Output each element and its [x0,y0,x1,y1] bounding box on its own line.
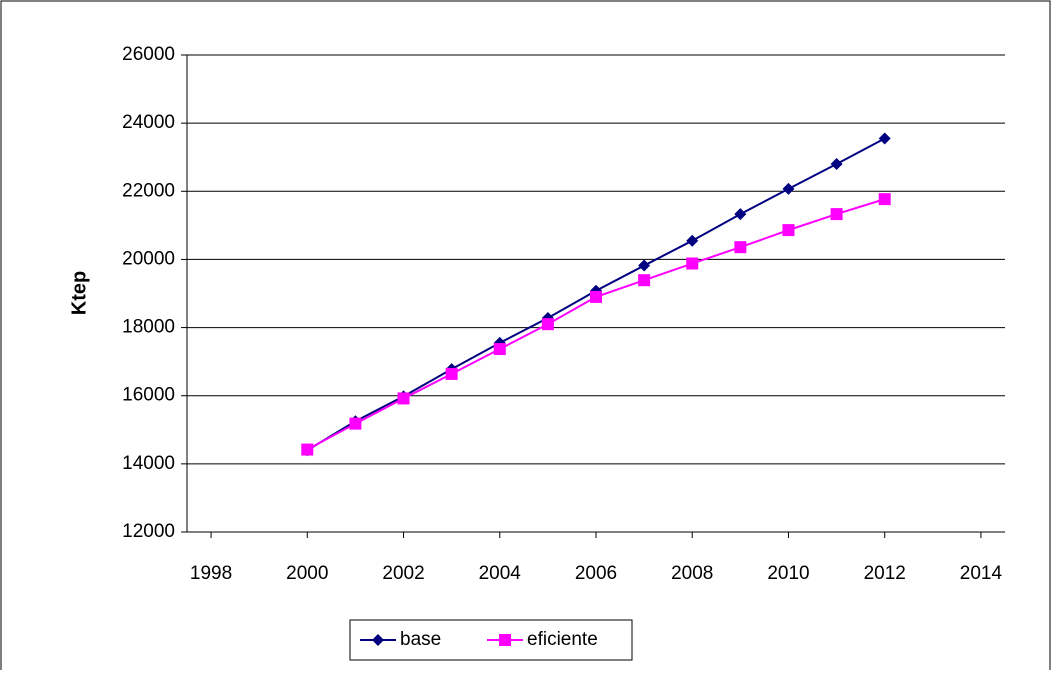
x-tick-label: 2006 [575,563,617,584]
legend-marker [372,634,384,646]
y-tick-label: 16000 [122,385,175,406]
point [734,208,747,221]
legend-label: base [400,629,441,650]
x-tick-label: 2014 [960,563,1003,584]
x-tick-label: 2012 [864,563,906,584]
point [397,392,410,405]
y-tick-label: 22000 [122,180,175,201]
point [445,367,458,380]
point [686,257,699,270]
y-tick-label: 20000 [122,248,175,269]
point [638,259,651,272]
y-tick-label: 12000 [122,521,175,542]
y-tick-label: 24000 [122,112,175,133]
point [782,182,795,195]
y-tick-label: 26000 [122,44,175,65]
x-tick-label: 2010 [767,563,809,584]
x-tick-label: 2004 [479,563,522,584]
point [301,443,314,456]
y-axis-label: Ktep [68,271,90,315]
point [830,158,843,171]
x-tick-label: 2008 [671,563,713,584]
legend-marker [499,634,511,646]
point [493,343,506,356]
point [734,241,747,254]
point [686,234,699,247]
point [590,290,602,303]
y-tick-label: 14000 [122,453,175,474]
y-tick-label: 18000 [122,317,175,338]
x-tick-label: 1998 [190,563,232,584]
point [878,193,891,206]
x-tick-label: 2002 [382,563,424,584]
legend-label: eficiente [527,629,598,650]
point [782,224,795,237]
point [830,208,843,221]
point [878,132,891,145]
point [349,417,362,430]
x-tick-label: 2000 [286,563,328,584]
point [541,318,554,331]
point [638,274,651,287]
